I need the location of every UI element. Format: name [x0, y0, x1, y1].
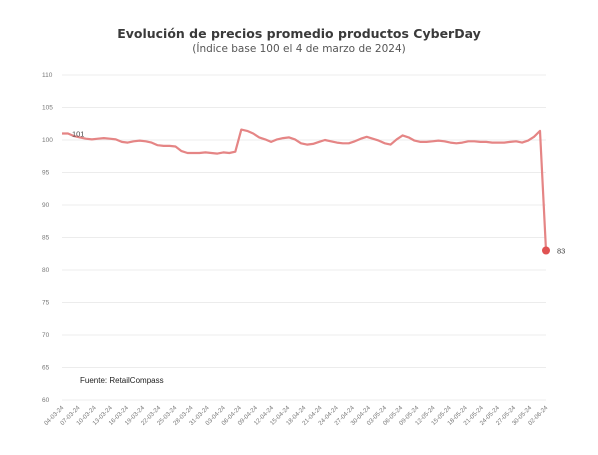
- chart-subtitle: (Índice base 100 el 4 de marzo de 2024): [192, 43, 406, 55]
- chart-title: Evolución de precios promedio productos …: [117, 26, 481, 41]
- y-tick-label: 80: [42, 267, 50, 274]
- x-axis-ticks: 04-03-2407-03-2410-03-2413-03-2416-03-24…: [43, 404, 550, 427]
- gridlines: [62, 74, 546, 401]
- y-tick-label: 110: [42, 72, 53, 79]
- source-note: Fuente: RetailCompass: [80, 376, 164, 385]
- y-tick-label: 85: [42, 235, 50, 242]
- y-tick-label: 100: [42, 137, 53, 144]
- y-tick-label: 65: [42, 365, 50, 372]
- y-axis-ticks: 60 65 70 75 80 85 90 95 100 105 110: [42, 72, 53, 404]
- last-value-label: 83: [557, 247, 565, 256]
- first-value-label: 101: [72, 130, 85, 139]
- y-tick-label: 105: [42, 105, 53, 112]
- y-tick-label: 70: [42, 332, 50, 339]
- price-index-line: [62, 128, 548, 251]
- y-tick-label: 90: [42, 202, 50, 209]
- y-tick-label: 95: [42, 170, 50, 177]
- y-tick-label: 60: [42, 397, 50, 404]
- y-tick-label: 75: [42, 300, 50, 307]
- last-point-marker: [542, 246, 550, 255]
